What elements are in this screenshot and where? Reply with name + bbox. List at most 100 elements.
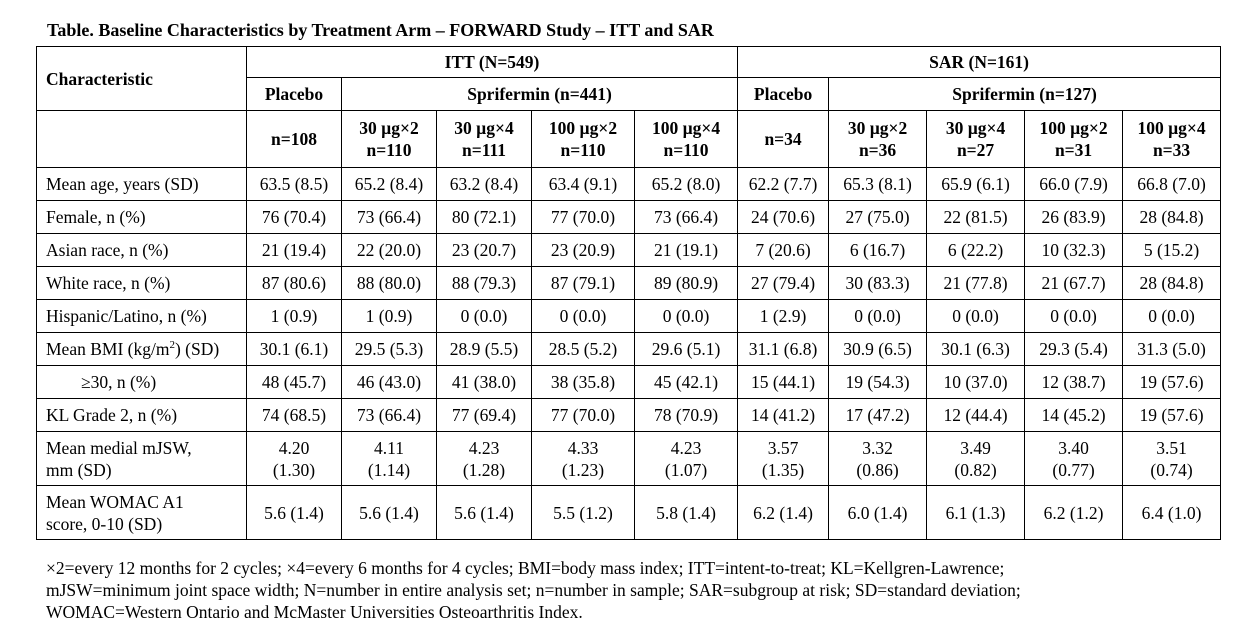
table-cell: 1 (0.9) (246, 299, 342, 333)
table-cell: 5.6 (1.4) (436, 485, 532, 540)
table-cell: 6 (16.7) (828, 233, 928, 267)
table-cell: 73 (66.4) (633, 200, 739, 234)
table-cell: 65.2 (8.0) (633, 167, 739, 201)
table-cell: 4.23 (1.07) (633, 431, 739, 486)
spacer-cell (36, 110, 247, 168)
table-cell: 76 (70.4) (246, 200, 342, 234)
cell-value: (1.35) (761, 459, 805, 480)
table-cell: 1 (2.9) (737, 299, 830, 333)
table-cell: 29.6 (5.1) (633, 332, 739, 366)
table-cell: 6.2 (1.2) (1024, 485, 1124, 540)
table-cell: 4.11 (1.14) (341, 431, 437, 486)
table-cell: 5.8 (1.4) (633, 485, 739, 540)
dose-header-row: n=108 30 µg×2 n=110 30 µg×4 n=111 100 µg×2 n=1… (36, 110, 1222, 168)
row-label: Mean BMI (kg/m2) (SD) (36, 332, 247, 366)
table-cell: 63.4 (9.1) (531, 167, 635, 201)
table-cell: 21 (77.8) (926, 266, 1026, 300)
cell-value: 4.20 (278, 437, 310, 458)
row-label: Mean WOMAC A1 score, 0-10 (SD) (36, 485, 247, 540)
table-cell: 0 (0.0) (1024, 299, 1124, 333)
cell-value: (0.77) (1052, 459, 1095, 480)
table-cell: 87 (80.6) (246, 266, 342, 300)
table-cell: 3.49 (0.82) (926, 431, 1026, 486)
table-cell: 63.5 (8.5) (246, 167, 342, 201)
table-cell: 24 (70.6) (737, 200, 830, 234)
cell-value: 4.33 (567, 437, 599, 458)
table-cell: 28.5 (5.2) (531, 332, 635, 366)
table-cell: 31.3 (5.0) (1122, 332, 1222, 366)
row-label: White race, n (%) (36, 266, 247, 300)
dose-header-cell: 30 µg×4 n=111 (436, 110, 532, 168)
table-cell: 0 (0.0) (633, 299, 739, 333)
table-cell: 77 (70.0) (531, 398, 635, 432)
table-cell: 30.9 (6.5) (828, 332, 928, 366)
table-cell: 62.2 (7.7) (737, 167, 830, 201)
cell-value: 3.49 (960, 437, 991, 458)
table-cell: 28 (84.8) (1122, 266, 1222, 300)
table-cell: 65.2 (8.4) (341, 167, 437, 201)
row-label-line: score, 0-10 (SD) (46, 513, 163, 534)
table-cell: 21 (19.4) (246, 233, 342, 267)
row-label: Female, n (%) (36, 200, 247, 234)
table-cell: 41 (38.0) (436, 365, 532, 399)
cell-value: (1.14) (367, 459, 411, 480)
table-cell: 3.32 (0.86) (828, 431, 928, 486)
row-label: Mean medial mJSW, mm (SD) (36, 431, 247, 486)
table-row: Mean WOMAC A1 score, 0-10 (SD) 5.6 (1.4) 5.… (36, 485, 1222, 540)
table-cell: 23 (20.7) (436, 233, 532, 267)
table-cell: 3.57 (1.35) (737, 431, 830, 486)
dose-label: 30 µg×2 (359, 118, 419, 138)
table-cell: 7 (20.6) (737, 233, 830, 267)
table-cell: 23 (20.9) (531, 233, 635, 267)
row-label-line: Mean medial mJSW, (46, 437, 192, 458)
table-cell: 14 (41.2) (737, 398, 830, 432)
dose-label: 100 µg×2 (1039, 118, 1108, 138)
table-cell: 15 (44.1) (737, 365, 830, 399)
cell-value: 3.57 (767, 437, 799, 458)
cell-value: 4.23 (468, 437, 500, 458)
table-cell: 0 (0.0) (531, 299, 635, 333)
table-cell: 4.20 (1.30) (246, 431, 342, 486)
sar-group-header: SAR (N=161) (737, 46, 1222, 78)
itt-group-header: ITT (N=549) (245, 46, 739, 78)
table-row: ≥30, n (%) 48 (45.7) 46 (43.0) 41 (38.0) 38 … (36, 365, 1222, 399)
table-body: Mean age, years (SD) 63.5 (8.5) 65.2 (8.4)… (36, 167, 1222, 540)
table-cell: 27 (75.0) (828, 200, 928, 234)
dose-label: 100 µg×4 (651, 118, 721, 138)
sample-size-label: n=36 (858, 140, 897, 160)
sample-size-label: n=31 (1054, 140, 1093, 160)
superscript: 2 (169, 339, 175, 352)
table-cell: 1 (0.9) (341, 299, 437, 333)
table-title: Table. Baseline Characteristics by Treat… (47, 20, 714, 40)
cell-value: (1.07) (664, 459, 708, 480)
table-cell: 3.40 (0.77) (1024, 431, 1124, 486)
table-cell: 3.51 (0.74) (1122, 431, 1222, 486)
table-cell: 63.2 (8.4) (436, 167, 532, 201)
row-label-line: mm (SD) (46, 459, 112, 480)
cell-value: 3.32 (862, 437, 893, 458)
itt-placebo-header: Placebo (246, 77, 342, 111)
table-cell: 6.1 (1.3) (926, 485, 1026, 540)
table-cell: 30 (83.3) (828, 266, 928, 300)
dose-header-cell: 30 µg×2 n=36 (828, 110, 928, 168)
table-cell: 65.9 (6.1) (926, 167, 1026, 201)
table-cell: 45 (42.1) (633, 365, 739, 399)
table-row: Hispanic/Latino, n (%) 1 (0.9) 1 (0.9) 0 (0… (36, 299, 1222, 333)
cell-value: 4.11 (374, 437, 404, 458)
row-label: ≥30, n (%) (36, 365, 247, 399)
table-row: Female, n (%) 76 (70.4) 73 (66.4) 80 (72.1)… (36, 200, 1222, 234)
table-cell: 28.9 (5.5) (436, 332, 532, 366)
dose-header-cell: 100 µg×2 n=110 (531, 110, 635, 168)
table-cell: 4.23 (1.28) (436, 431, 532, 486)
table-cell: 17 (47.2) (828, 398, 928, 432)
table-cell: 48 (45.7) (246, 365, 342, 399)
dose-header-cell: n=34 (737, 110, 830, 168)
sample-size-label: n=111 (461, 140, 507, 160)
table-row: KL Grade 2, n (%) 74 (68.5) 73 (66.4) 77 (6… (36, 398, 1222, 432)
sample-size-label: n=110 (663, 140, 709, 160)
table-cell: 5.5 (1.2) (531, 485, 635, 540)
row-label-text: Mean BMI (kg/m (46, 339, 170, 359)
dose-header-cell: 30 µg×2 n=110 (341, 110, 437, 168)
table-cell: 0 (0.0) (926, 299, 1026, 333)
sar-sprifermin-header: Sprifermin (n=127) (828, 77, 1222, 111)
